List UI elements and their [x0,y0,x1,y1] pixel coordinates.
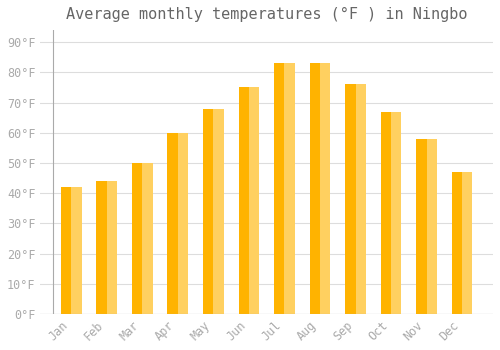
Bar [238,88,251,314]
Bar [284,63,295,314]
Bar [345,84,358,314]
Bar [72,187,82,314]
Bar [132,163,144,314]
Bar [178,133,188,314]
Bar [452,172,464,314]
Bar [310,63,322,314]
Bar [416,139,429,314]
Bar [107,181,117,314]
Bar [61,187,74,314]
Bar [96,181,109,314]
Bar [274,63,287,314]
Bar [462,172,472,314]
Bar [142,163,152,314]
Bar [168,133,180,314]
Bar [320,63,330,314]
Bar [380,112,394,314]
Bar [214,108,224,314]
Bar [426,139,437,314]
Bar [391,112,402,314]
Bar [249,88,260,314]
Title: Average monthly temperatures (°F ) in Ningbo: Average monthly temperatures (°F ) in Ni… [66,7,468,22]
Bar [356,84,366,314]
Bar [203,108,215,314]
